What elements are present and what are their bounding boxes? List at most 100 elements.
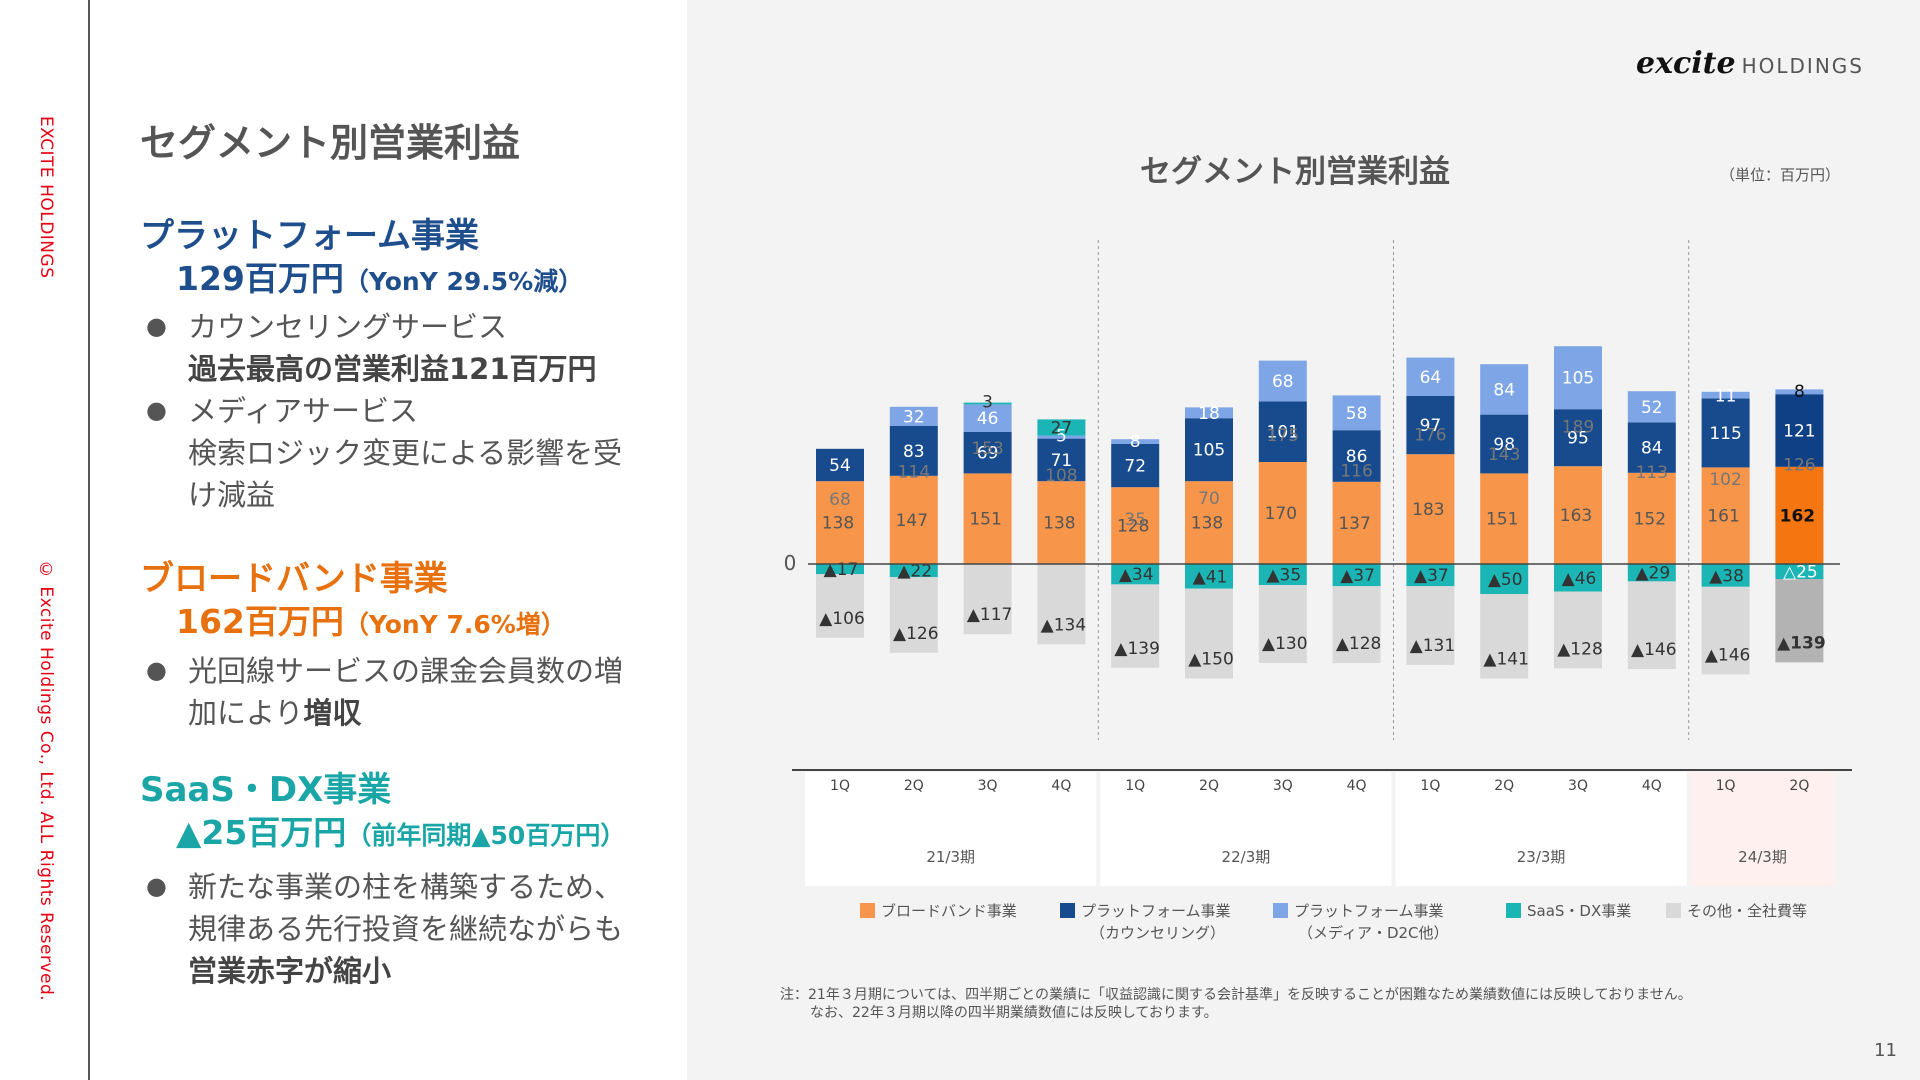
category-tick-label: 1Q	[1716, 778, 1736, 794]
bar-segment-broadband	[1258, 462, 1307, 564]
data-label-platform-media: 84	[1493, 380, 1515, 400]
data-label-saas-negative: ▲37	[1340, 566, 1375, 586]
data-label-platform-media: 64	[1420, 368, 1442, 388]
category-tick-label: 3Q	[1273, 778, 1293, 794]
data-label-other-negative: ▲128	[1336, 634, 1382, 654]
bar-segment-other-negative	[1185, 588, 1233, 679]
segment-saas-amount: ▲25百万円	[176, 813, 347, 852]
legend-label: ブロードバンド事業	[881, 902, 1017, 920]
bar-segment-platform-counseling	[1775, 394, 1824, 467]
data-label-other-negative: ▲150	[1188, 650, 1234, 670]
legend-swatch	[1506, 903, 1521, 918]
bar-segment-platform-counseling	[1037, 438, 1086, 482]
period-label: 23/3期	[1517, 848, 1566, 866]
data-label-other-negative: ▲139	[1777, 633, 1826, 653]
data-label-broadband: 151	[969, 510, 1001, 530]
data-label-broadband: 147	[896, 511, 928, 531]
legend-label: その他・全社費等	[1687, 902, 1808, 920]
zero-axis-label: 0	[784, 551, 797, 575]
data-label-saas-negative: ▲46	[1562, 569, 1597, 589]
data-label-platform-counseling: 84	[1641, 439, 1663, 459]
data-label-platform-counseling: 101	[1267, 423, 1299, 443]
legend-item-platform-counseling: プラットフォーム事業	[1060, 902, 1231, 921]
data-label-platform-media: 5	[1056, 427, 1067, 447]
bar-segment-platform-counseling	[1332, 430, 1381, 482]
bar-segment-platform-media	[1701, 391, 1750, 399]
data-label-total: 189	[1562, 418, 1594, 438]
segment-platform-note: （YonY 29.5%減）	[343, 267, 584, 296]
bar-segment-platform-media	[1111, 439, 1160, 444]
data-label-broadband: 151	[1486, 510, 1518, 530]
bar-segment-platform-media	[1037, 435, 1086, 439]
category-tick-label: 2Q	[1789, 778, 1809, 794]
data-label-other-negative: ▲117	[967, 605, 1013, 625]
data-label-platform-counseling: 98	[1493, 435, 1515, 455]
data-label-platform-counseling: 121	[1783, 422, 1815, 442]
side-brand-text: EXCITE HOLDINGS	[36, 116, 56, 279]
segment-platform-name: プラットフォーム事業	[140, 216, 479, 256]
segment-platform-amount: 129百万円	[176, 259, 344, 298]
bullet-text: メディアサービス	[188, 394, 418, 428]
segment-broadband-note: （YonY 7.6%増）	[343, 610, 566, 639]
bullet-dot: ●	[146, 312, 167, 340]
data-label-other-negative: ▲139	[1114, 639, 1160, 659]
bar-segment-platform-counseling	[1406, 396, 1455, 455]
data-label-total: 153	[971, 439, 1003, 459]
data-label-saas-negative: ▲17	[824, 560, 859, 580]
segment-broadband-value: 162百万円（YonY 7.6%増）	[176, 595, 566, 643]
data-label-platform-media: 8	[1794, 382, 1805, 402]
legend-label: プラットフォーム事業	[1081, 902, 1231, 920]
category-tick-label: 1Q	[1420, 778, 1440, 794]
data-label-platform-media: 8	[1130, 432, 1141, 452]
period-label: 22/3期	[1222, 848, 1271, 866]
period-panel	[1395, 772, 1687, 886]
bar-segment-platform-media	[963, 404, 1012, 432]
legend-swatch	[1060, 903, 1075, 918]
bar-segment-broadband	[816, 481, 864, 564]
data-label-broadband: 138	[822, 514, 854, 534]
legend-label: プラットフォーム事業	[1294, 902, 1444, 920]
logo-sub-text: HOLDINGS	[1741, 54, 1864, 78]
bar-segment-broadband	[1480, 473, 1529, 564]
data-label-platform-media: 18	[1198, 404, 1220, 424]
bar-segment-saas-negative	[1554, 564, 1602, 592]
data-label-saas-negative: ▲35	[1266, 566, 1301, 586]
data-label-total: 116	[1340, 461, 1372, 481]
data-label-platform-counseling: 69	[977, 444, 999, 464]
bar-segment-platform-counseling	[1480, 414, 1529, 474]
data-label-other-negative: ▲146	[1705, 645, 1751, 665]
data-label-saas-negative: △25	[1783, 563, 1818, 583]
bar-segment-platform-counseling	[1111, 444, 1160, 488]
category-tick-label: 3Q	[1568, 778, 1588, 794]
segment-saas-value: ▲25百万円（前年同期▲50百万円）	[176, 806, 625, 854]
side-copyright-text: © Excite Holdings Co., Ltd. ALL Rights R…	[36, 560, 56, 1002]
bar-segment-saas-negative	[1406, 564, 1455, 587]
data-label-total: 175	[1267, 426, 1299, 446]
data-label-platform-counseling: 71	[1051, 451, 1073, 471]
bar-segment-other-negative	[1775, 579, 1824, 663]
bar-segment-platform-counseling	[816, 448, 864, 482]
category-tick-label: 2Q	[1199, 778, 1219, 794]
bullet-text: 光回線サービスの課金会員数の増	[188, 654, 624, 688]
data-label-other-negative: ▲106	[819, 609, 865, 629]
data-label-platform-media: 11	[1715, 386, 1737, 406]
data-label-broadband: 138	[1043, 514, 1075, 534]
bullet-text-bold: 増収	[303, 696, 362, 730]
bar-segment-saas-negative	[1701, 564, 1750, 587]
period-panel	[805, 772, 1097, 886]
data-label-platform-media: 32	[903, 407, 925, 427]
data-label-saas: 27	[1051, 419, 1073, 439]
bar-segment-broadband	[1111, 487, 1160, 564]
bar-segment-other-negative	[1406, 586, 1455, 665]
data-label-platform-media: 46	[977, 409, 999, 429]
data-label-total: 70	[1198, 489, 1220, 509]
bar-segment-other-negative	[1701, 586, 1750, 675]
data-label-platform-media: 52	[1641, 398, 1663, 418]
data-label-saas-negative: ▲37	[1414, 566, 1449, 586]
bar-segment-saas-negative	[816, 564, 864, 575]
legend-swatch	[1273, 903, 1288, 918]
bar-segment-platform-counseling	[1554, 409, 1602, 467]
bullet-text-bold: 営業赤字が縮小	[188, 954, 392, 988]
footnote-line-1: 注：21年３月期については、四半期ごとの業績に「収益認識に関する会計基準」を反映…	[780, 987, 1692, 1003]
segment-saas-note: （前年同期▲50百万円）	[346, 821, 626, 850]
